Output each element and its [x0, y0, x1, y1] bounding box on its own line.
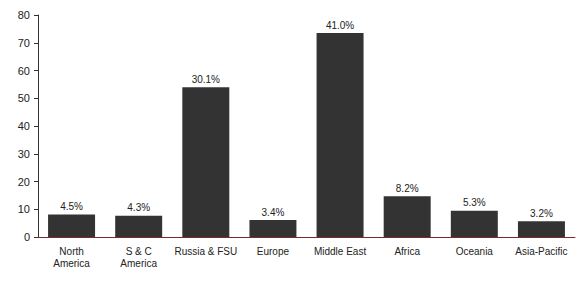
svg-text:4.3%: 4.3% [127, 202, 150, 213]
svg-text:30: 30 [18, 148, 30, 160]
svg-text:80: 80 [18, 9, 30, 21]
svg-text:30.1%: 30.1% [192, 74, 220, 85]
svg-text:40: 40 [18, 120, 30, 132]
svg-text:3.4%: 3.4% [262, 207, 285, 218]
svg-text:S & C: S & C [126, 246, 152, 257]
svg-text:3.2%: 3.2% [530, 208, 553, 219]
svg-text:8.2%: 8.2% [396, 183, 419, 194]
svg-text:Oceania: Oceania [456, 246, 494, 257]
svg-text:50: 50 [18, 92, 30, 104]
svg-text:10: 10 [18, 203, 30, 215]
svg-text:41.0%: 41.0% [326, 20, 354, 31]
svg-text:4.5%: 4.5% [60, 201, 83, 212]
svg-text:60: 60 [18, 65, 30, 77]
svg-text:5.3%: 5.3% [463, 197, 486, 208]
svg-text:North: North [59, 246, 83, 257]
svg-text:70: 70 [18, 37, 30, 49]
svg-text:America: America [120, 258, 157, 269]
svg-text:America: America [53, 258, 90, 269]
svg-text:Europe: Europe [257, 246, 290, 257]
svg-text:Africa: Africa [394, 246, 420, 257]
svg-text:Asia-Pacific: Asia-Pacific [515, 246, 567, 257]
svg-text:Russia & FSU: Russia & FSU [174, 246, 237, 257]
svg-text:0: 0 [24, 231, 30, 243]
svg-text:20: 20 [18, 176, 30, 188]
svg-text:Middle East: Middle East [314, 246, 366, 257]
